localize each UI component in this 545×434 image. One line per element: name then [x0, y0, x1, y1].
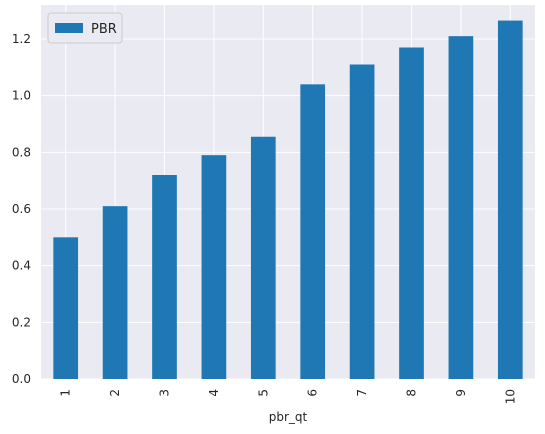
y-axis-ticks: 0.0 0.2 0.4 0.6 0.8 1.0 1.2 [12, 32, 31, 386]
y-tick-label: 0.6 [12, 202, 31, 216]
x-axis-title: pbr_qt [269, 410, 308, 424]
x-tick-label: 1 [59, 389, 73, 397]
x-tick-label: 8 [405, 389, 419, 397]
x-tick-label: 7 [355, 389, 369, 397]
x-tick-label: 5 [256, 389, 270, 397]
x-tick-label: 10 [503, 389, 517, 404]
x-tick-label: 4 [207, 389, 221, 397]
bars [53, 20, 523, 380]
legend: PBR [47, 12, 123, 44]
x-tick-label: 3 [158, 389, 172, 397]
bar-2 [102, 206, 128, 379]
legend-label-pbr: PBR [91, 22, 117, 37]
x-tick-label: 9 [454, 389, 468, 397]
x-tick-label: 6 [306, 389, 320, 397]
y-tick-label: 0.0 [12, 372, 31, 386]
x-tick-label: 2 [108, 389, 122, 397]
bar-3 [152, 175, 177, 379]
y-tick-label: 0.4 [12, 259, 31, 273]
legend-swatch-pbr [55, 23, 83, 33]
bar-7 [349, 64, 375, 379]
bar-5 [250, 136, 276, 379]
bar-4 [201, 155, 227, 379]
legend-box [47, 12, 123, 44]
bar-9 [448, 36, 474, 380]
bar-6 [300, 84, 326, 379]
bar-10 [497, 20, 523, 379]
y-tick-label: 0.8 [12, 145, 31, 159]
y-tick-label: 1.0 [12, 89, 31, 103]
bar-1 [53, 237, 79, 379]
x-axis-ticks: 1 2 3 4 5 6 7 8 9 10 [59, 389, 518, 404]
bar-8 [399, 47, 424, 379]
y-tick-label: 1.2 [12, 32, 31, 46]
y-tick-label: 0.2 [12, 315, 31, 329]
